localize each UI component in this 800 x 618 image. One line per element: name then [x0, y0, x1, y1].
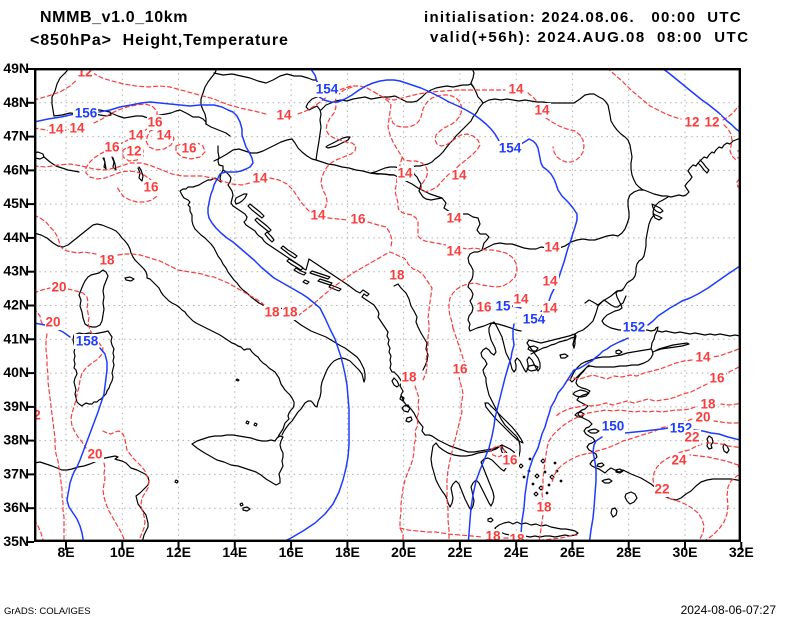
- svg-text:152: 152: [623, 320, 646, 335]
- svg-text:39N: 39N: [3, 398, 29, 414]
- svg-text:16: 16: [181, 141, 197, 156]
- svg-text:14: 14: [695, 350, 711, 365]
- svg-text:<850hPa> Height,Temperature: <850hPa> Height,Temperature: [30, 32, 289, 49]
- svg-text:15: 15: [495, 299, 511, 314]
- svg-text:12: 12: [77, 65, 92, 80]
- svg-text:16E: 16E: [279, 544, 304, 560]
- svg-text:16: 16: [350, 212, 366, 227]
- svg-text:47N: 47N: [3, 128, 29, 144]
- svg-text:18: 18: [700, 397, 716, 412]
- svg-text:2: 2: [33, 408, 41, 423]
- svg-text:18: 18: [485, 529, 501, 544]
- svg-text:38N: 38N: [3, 432, 29, 448]
- svg-text:8E: 8E: [57, 544, 74, 560]
- svg-text:20: 20: [45, 315, 60, 330]
- svg-text:14: 14: [252, 171, 268, 186]
- svg-text:28E: 28E: [616, 544, 641, 560]
- svg-text:37N: 37N: [3, 465, 29, 481]
- svg-text:18E: 18E: [335, 544, 360, 560]
- svg-text:18: 18: [282, 305, 298, 320]
- svg-text:16: 16: [147, 115, 163, 130]
- svg-text:24: 24: [671, 453, 687, 468]
- svg-text:35N: 35N: [3, 533, 29, 549]
- svg-text:14: 14: [508, 82, 524, 97]
- svg-text:49N: 49N: [3, 60, 29, 76]
- svg-text:154: 154: [523, 312, 546, 327]
- svg-text:18: 18: [509, 532, 525, 547]
- svg-text:14: 14: [310, 208, 326, 223]
- svg-text:16: 16: [709, 371, 725, 386]
- svg-text:22: 22: [684, 430, 699, 445]
- svg-text:14: 14: [276, 108, 292, 123]
- svg-text:14: 14: [446, 211, 462, 226]
- svg-text:16: 16: [143, 180, 159, 195]
- svg-text:14: 14: [48, 122, 64, 137]
- svg-text:20: 20: [87, 447, 102, 462]
- svg-text:14: 14: [397, 166, 413, 181]
- svg-text:12E: 12E: [166, 544, 191, 560]
- svg-text:40N: 40N: [3, 364, 29, 380]
- svg-text:16: 16: [476, 300, 492, 315]
- svg-text:18: 18: [401, 370, 417, 385]
- svg-text:12: 12: [126, 144, 141, 159]
- svg-text:16: 16: [502, 453, 518, 468]
- svg-text:30E: 30E: [673, 544, 698, 560]
- svg-text:GrADS: COLA/IGES: GrADS: COLA/IGES: [4, 606, 91, 617]
- svg-text:14: 14: [128, 128, 144, 143]
- svg-text:36N: 36N: [3, 499, 29, 515]
- svg-text:2024-08-06-07:27: 2024-08-06-07:27: [681, 603, 777, 617]
- svg-text:42N: 42N: [3, 297, 29, 313]
- svg-text:41N: 41N: [3, 330, 29, 346]
- svg-text:initialisation: 2024.08.06.: initialisation: 2024.08.06. 00:00 UTC: [424, 9, 742, 26]
- svg-text:20E: 20E: [391, 544, 416, 560]
- svg-text:43N: 43N: [3, 263, 29, 279]
- svg-text:12: 12: [684, 115, 699, 130]
- svg-text:18: 18: [536, 500, 552, 515]
- svg-text:154: 154: [316, 82, 339, 97]
- svg-text:46N: 46N: [3, 161, 29, 177]
- svg-text:14: 14: [69, 121, 85, 136]
- svg-text:26E: 26E: [560, 544, 585, 560]
- svg-text:18: 18: [389, 268, 405, 283]
- svg-text:20: 20: [51, 280, 66, 295]
- svg-text:14: 14: [156, 128, 172, 143]
- svg-text:48N: 48N: [3, 94, 29, 110]
- svg-text:NMMB_v1.0_10km: NMMB_v1.0_10km: [40, 9, 188, 26]
- svg-text:150: 150: [602, 419, 625, 434]
- svg-text:154: 154: [499, 141, 522, 156]
- svg-text:14: 14: [542, 274, 558, 289]
- svg-text:22: 22: [654, 482, 669, 497]
- svg-text:14: 14: [513, 292, 529, 307]
- svg-text:18: 18: [99, 253, 115, 268]
- svg-text:14E: 14E: [222, 544, 247, 560]
- svg-text:22E: 22E: [447, 544, 472, 560]
- svg-text:14: 14: [446, 244, 462, 259]
- svg-text:14: 14: [451, 168, 467, 183]
- svg-text:156: 156: [75, 106, 98, 121]
- svg-text:valid(+56h): 2024.AUG.08 08:0: valid(+56h): 2024.AUG.08 08:00 UTC: [430, 29, 750, 46]
- svg-text:45N: 45N: [3, 195, 29, 211]
- svg-text:14: 14: [544, 240, 560, 255]
- svg-text:24E: 24E: [504, 544, 529, 560]
- svg-text:16: 16: [452, 362, 468, 377]
- svg-text:32E: 32E: [729, 544, 754, 560]
- svg-text:18: 18: [264, 305, 280, 320]
- svg-text:12: 12: [704, 115, 719, 130]
- svg-text:20: 20: [695, 410, 710, 425]
- svg-text:16: 16: [104, 140, 120, 155]
- svg-text:10E: 10E: [110, 544, 135, 560]
- svg-text:14: 14: [542, 301, 558, 316]
- svg-text:158: 158: [76, 334, 99, 349]
- svg-text:44N: 44N: [3, 229, 29, 245]
- svg-text:14: 14: [534, 103, 550, 118]
